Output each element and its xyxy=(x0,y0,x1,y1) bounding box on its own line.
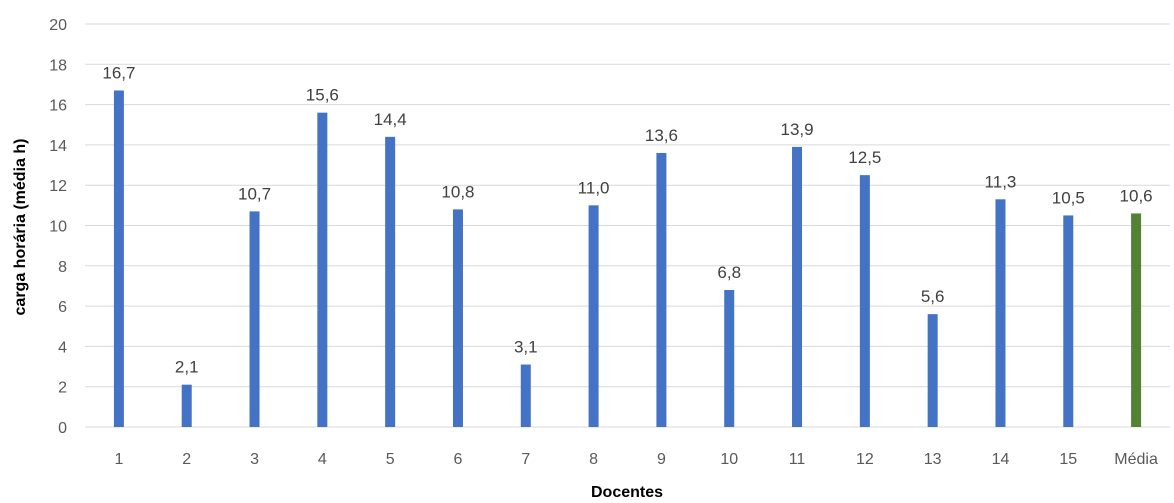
data-label: 5,6 xyxy=(921,287,945,306)
x-tick-label: 1 xyxy=(114,451,123,468)
x-tick-label: 5 xyxy=(386,451,395,468)
bar xyxy=(520,364,531,427)
bar xyxy=(249,211,260,427)
data-label: 2,1 xyxy=(175,358,199,377)
y-tick-label: 20 xyxy=(49,17,67,34)
data-label: 6,8 xyxy=(717,263,741,282)
gridlines xyxy=(85,23,1170,428)
y-axis-ticks: 0 2 4 6 8 10 12 14 16 18 20 xyxy=(49,17,67,437)
bar xyxy=(792,146,803,428)
x-tick-label: 11 xyxy=(789,451,806,468)
x-tick-label: Média xyxy=(1114,451,1158,468)
y-axis-title: carga horária (média h) xyxy=(12,139,29,316)
bar xyxy=(588,205,599,427)
x-tick-label: 13 xyxy=(924,451,942,468)
data-label: 10,8 xyxy=(441,182,474,201)
x-axis-title: Docentes xyxy=(591,484,663,501)
data-label: 11,3 xyxy=(985,172,1017,191)
x-tick-label: 14 xyxy=(992,451,1010,468)
y-tick-label: 6 xyxy=(58,299,67,316)
bar xyxy=(927,314,938,427)
bar xyxy=(859,175,870,427)
data-label: 12,5 xyxy=(848,148,881,167)
x-tick-label: 3 xyxy=(250,451,259,468)
y-tick-label: 16 xyxy=(49,98,67,115)
data-label: 11,0 xyxy=(578,178,610,197)
x-tick-label: 8 xyxy=(589,451,598,468)
y-tick-label: 4 xyxy=(58,339,67,356)
x-tick-label: 2 xyxy=(182,451,191,468)
bars xyxy=(113,90,1142,428)
data-labels: 16,7 2,1 10,7 15,6 14,4 10,8 3,1 11,0 13,6 6,8 13,… xyxy=(102,63,1152,376)
x-tick-label: 6 xyxy=(454,451,463,468)
bar xyxy=(385,136,396,427)
data-label: 3,1 xyxy=(514,338,538,357)
data-label: 10,5 xyxy=(1052,188,1085,207)
bar xyxy=(656,152,667,427)
data-label: 13,6 xyxy=(645,126,678,145)
bar xyxy=(181,384,192,427)
bar xyxy=(1063,215,1074,427)
data-label: 15,6 xyxy=(306,86,339,105)
x-tick-label: 4 xyxy=(318,451,327,468)
bar xyxy=(724,289,735,427)
x-tick-label: 9 xyxy=(657,451,666,468)
data-label: 16,7 xyxy=(102,63,135,82)
bar xyxy=(113,90,124,428)
y-tick-label: 0 xyxy=(58,420,67,437)
bar xyxy=(317,112,328,427)
x-tick-label: 12 xyxy=(856,451,874,468)
data-label: 13,9 xyxy=(780,120,813,139)
y-tick-label: 18 xyxy=(49,57,67,74)
bar-average xyxy=(1131,213,1142,427)
x-axis-ticks: 1 2 3 4 5 6 7 8 9 10 11 12 13 14 15 Média xyxy=(114,451,1158,468)
y-tick-label: 8 xyxy=(58,259,67,276)
y-tick-label: 2 xyxy=(58,380,67,397)
x-tick-label: 15 xyxy=(1059,451,1077,468)
y-tick-label: 14 xyxy=(49,138,67,155)
bar xyxy=(452,209,463,427)
data-label: 10,7 xyxy=(238,184,271,203)
y-tick-label: 10 xyxy=(49,219,67,236)
y-tick-label: 12 xyxy=(49,178,67,195)
data-label: 14,4 xyxy=(374,110,407,129)
x-tick-label: 10 xyxy=(720,451,738,468)
data-label: 10,6 xyxy=(1120,186,1153,205)
x-tick-label: 7 xyxy=(521,451,530,468)
bar xyxy=(995,199,1006,427)
